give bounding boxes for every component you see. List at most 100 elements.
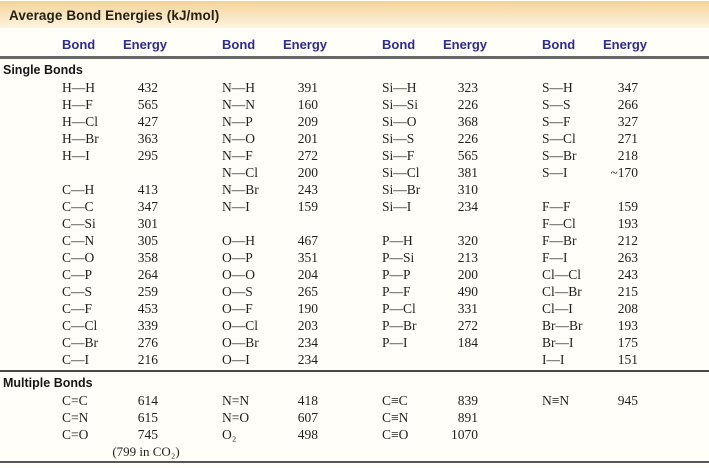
bond-cell: N—Br <box>222 181 259 197</box>
table-row: N—Br 243 <box>216 181 376 198</box>
bond-column-header: Bond <box>542 37 576 52</box>
bond-cell: O—O <box>222 266 255 282</box>
table-title: Average Bond Energies (kJ/mol) <box>9 7 220 23</box>
bond-cell: H—H <box>62 79 95 95</box>
table-row: Cl—Br 215 <box>536 283 696 300</box>
energy-cell: 212 <box>617 232 638 248</box>
bond-cell: C≡C <box>382 392 408 408</box>
footnote-cell: (799 in CO₂) <box>112 443 180 459</box>
energy-cell: 614 <box>137 392 158 408</box>
bond-cell: Si—O <box>382 113 417 129</box>
bond-energy-column: N—H 391 N—N 160 N—P 209 N—O 201 N—F 272 N—Cl 200 N—B… <box>216 79 376 368</box>
energy-cell: 301 <box>137 215 158 231</box>
energy-cell: 159 <box>617 198 638 214</box>
energy-cell: 234 <box>457 198 478 214</box>
bond-cell: Cl—I <box>542 300 573 316</box>
energy-cell: 200 <box>297 164 318 180</box>
energy-cell: 295 <box>137 147 158 163</box>
bond-cell: S—S <box>542 96 571 112</box>
table-row: C≡N 891 <box>376 409 536 426</box>
energy-cell: 305 <box>137 232 158 248</box>
table-row: C=C 614 <box>56 392 216 409</box>
bond-cell: Cl—Br <box>542 283 582 299</box>
energy-cell: 226 <box>457 96 478 112</box>
bond-cell: P—I <box>382 334 408 350</box>
bond-cell: N=N <box>222 392 250 408</box>
table-row: Si—Cl 381 <box>376 164 536 181</box>
bond-cell: N—F <box>222 147 253 163</box>
energy-cell: 891 <box>457 409 478 425</box>
bond-cell: H—F <box>62 96 93 112</box>
energy-cell: 193 <box>617 215 638 231</box>
energy-cell: 201 <box>297 130 318 146</box>
bond-cell: O—H <box>222 232 255 248</box>
bond-cell: O—P <box>222 249 253 265</box>
table-row: O—S 265 <box>216 283 376 300</box>
bond-energy-column: N=N 418 N=O 607 O₂ 498 <box>216 392 376 460</box>
bond-cell: P—Cl <box>382 300 416 316</box>
table-row: C—I 216 <box>56 351 216 368</box>
energy-cell: 607 <box>297 409 318 425</box>
header-rule <box>0 56 709 59</box>
bond-cell: F—Cl <box>542 215 576 231</box>
table-sections: Single Bonds H—H 432 H—F 565 H—Cl 427 H—Br 363 H—… <box>0 59 709 460</box>
bond-cell: I—I <box>542 351 565 367</box>
energy-cell: 363 <box>137 130 158 146</box>
energy-cell: 193 <box>617 317 638 333</box>
table-row: Br—I 175 <box>536 334 696 351</box>
energy-cell: 310 <box>457 181 478 197</box>
energy-cell: 323 <box>457 79 478 95</box>
header-column-group: Bond Energy <box>56 37 216 52</box>
table-row: F—Br 212 <box>536 232 696 249</box>
table-row: Cl—I 208 <box>536 300 696 317</box>
table-row <box>536 181 696 198</box>
energy-cell: 331 <box>457 300 478 316</box>
bond-column-header: Bond <box>382 37 416 52</box>
energy-cell: 358 <box>137 249 158 265</box>
bottom-rule <box>0 460 709 463</box>
energy-cell: 218 <box>617 147 638 163</box>
table-row: C—C 347 <box>56 198 216 215</box>
energy-cell: 945 <box>617 392 638 408</box>
table-row: F—I 263 <box>536 249 696 266</box>
energy-cell: 226 <box>457 130 478 146</box>
energy-cell: 271 <box>617 130 638 146</box>
table-row: N≡N 945 <box>536 392 696 409</box>
table-row: N=O 607 <box>216 409 376 426</box>
bond-energy-column: C=C 614 C=N 615 C=O 745 (799 in CO₂) <box>56 392 216 460</box>
bond-cell: Si—Br <box>382 181 421 197</box>
energy-cell: 347 <box>137 198 158 214</box>
energy-cell: 184 <box>457 334 478 350</box>
table-row: Si—Br 310 <box>376 181 536 198</box>
table-row: H—Br 363 <box>56 130 216 147</box>
table-row: S—I ~170 <box>536 164 696 181</box>
table-row: C—Si 301 <box>56 215 216 232</box>
energy-cell: 208 <box>617 300 638 316</box>
energy-cell: 339 <box>137 317 158 333</box>
bond-cell: H—Cl <box>62 113 99 129</box>
table-row: P—H 320 <box>376 232 536 249</box>
section-columns: C=C 614 C=N 615 C=O 745 (799 in CO₂) N=N 418 N=O 6… <box>0 392 709 460</box>
table-row: C—N 305 <box>56 232 216 249</box>
bond-cell: O₂ <box>222 426 237 442</box>
table-row: N—O 201 <box>216 130 376 147</box>
energy-column-header: Energy <box>602 37 648 52</box>
table-row: F—Cl 193 <box>536 215 696 232</box>
bond-cell: N—I <box>222 198 250 214</box>
energy-cell: 263 <box>617 249 638 265</box>
energy-cell: 276 <box>137 334 158 350</box>
table-row: C≡C 839 <box>376 392 536 409</box>
column-header-row: Bond Energy Bond Energy Bond Energy Bond Energy <box>0 35 709 54</box>
bond-cell: F—I <box>542 249 568 265</box>
bond-cell: C=N <box>62 409 89 425</box>
energy-cell: 272 <box>297 147 318 163</box>
table-row: P—Cl 331 <box>376 300 536 317</box>
energy-cell: 347 <box>617 79 638 95</box>
energy-cell: 264 <box>137 266 158 282</box>
bond-cell: P—F <box>382 283 411 299</box>
table-row: C=O 745 <box>56 426 216 443</box>
energy-cell: 565 <box>457 147 478 163</box>
table-row: S—Br 218 <box>536 147 696 164</box>
table-row: S—H 347 <box>536 79 696 96</box>
